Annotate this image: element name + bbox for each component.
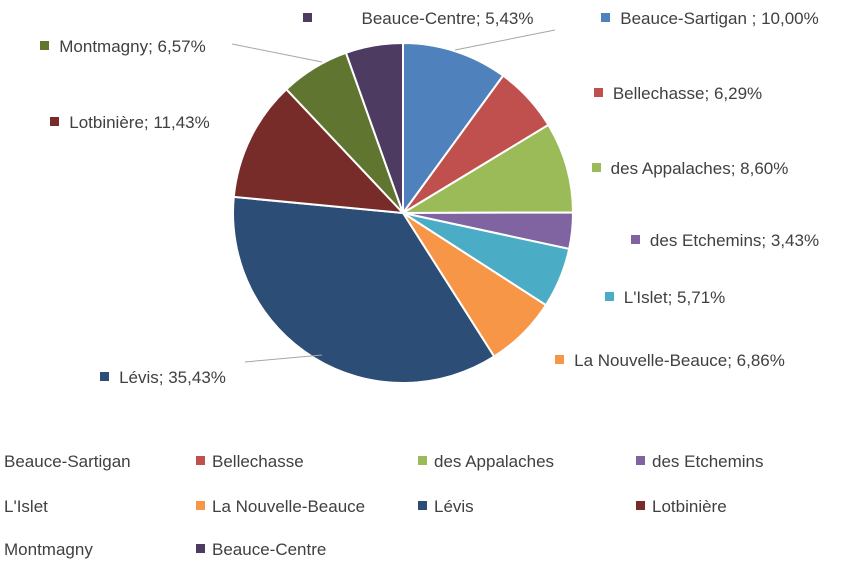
data-label: Beauce-Centre; 5,43% — [258, 4, 578, 33]
legend-text: La Nouvelle-Beauce — [212, 497, 366, 516]
legend-item: Beauce-Sartigan — [0, 452, 131, 472]
data-label-text: des Etchemins; 3,43% — [649, 231, 820, 250]
data-label-text: Beauce-Centre; 5,43% — [361, 9, 534, 28]
pie-slice — [402, 41, 505, 217]
data-label-text: La Nouvelle-Beauce; 6,86% — [574, 351, 785, 370]
label-marker — [555, 355, 565, 364]
legend-item: Lévis — [418, 497, 474, 517]
data-label-text: Lévis; 35,43% — [119, 368, 226, 387]
legend-text: Bellechasse — [212, 452, 304, 471]
data-label: Lotbinière; 11,43% — [20, 108, 240, 137]
legend-item: La Nouvelle-Beauce — [196, 497, 365, 517]
legend-item: des Etchemins — [636, 452, 764, 472]
data-label-text: L'Islet; 5,71% — [623, 288, 726, 307]
data-label: des Etchemins; 3,43% — [600, 226, 844, 255]
pie-slice — [344, 41, 404, 214]
data-label: Beauce-Sartigan ; 10,00% — [600, 4, 820, 33]
label-marker — [601, 13, 611, 22]
legend-item: Montmagny — [0, 540, 93, 560]
legend-text: Montmagny — [4, 540, 93, 559]
legend-marker — [418, 501, 427, 510]
label-marker — [604, 292, 614, 301]
legend-item: Beauce-Centre — [196, 540, 326, 560]
data-label-text: Bellechasse; 6,29% — [612, 84, 763, 103]
legend-text: L'Islet — [4, 497, 48, 516]
pie-slice — [232, 87, 406, 215]
legend-marker — [636, 501, 645, 510]
legend-marker — [196, 456, 205, 465]
data-label: L'Islet; 5,71% — [580, 283, 750, 312]
legend-item: L'Islet — [0, 497, 48, 517]
data-label: Montmagny; 6,57% — [8, 32, 238, 61]
legend-text: des Etchemins — [652, 452, 764, 471]
label-marker — [593, 88, 603, 97]
data-label-text: des Appalaches; 8,60% — [610, 159, 789, 178]
legend-text: des Appalaches — [434, 452, 555, 471]
data-label: Bellechasse; 6,29% — [578, 79, 778, 108]
legend-item: Lotbinière — [636, 497, 727, 517]
label-marker — [591, 163, 601, 172]
leader-line — [231, 43, 323, 63]
legend-marker — [418, 456, 427, 465]
legend-text: Lévis — [434, 497, 474, 516]
legend-marker — [196, 544, 205, 553]
leader-line — [454, 29, 556, 51]
legend-text: Beauce-Sartigan — [4, 452, 131, 471]
legend-text: Beauce-Centre — [212, 540, 327, 559]
label-marker — [50, 117, 60, 126]
legend-item: des Appalaches — [418, 452, 554, 472]
data-label: La Nouvelle-Beauce; 6,86% — [550, 346, 790, 375]
legend-item: Bellechasse — [196, 452, 304, 472]
legend-marker — [196, 501, 205, 510]
label-marker — [100, 372, 110, 381]
pie-slice — [399, 123, 575, 215]
data-label: Lévis; 35,43% — [78, 363, 248, 392]
legend-marker — [636, 456, 645, 465]
label-marker — [40, 41, 50, 50]
data-label-text: Beauce-Sartigan ; 10,00% — [620, 9, 819, 28]
data-label-text: Lotbinière; 11,43% — [69, 113, 210, 132]
legend-text: Lotbinière — [652, 497, 727, 516]
pie-slice — [232, 195, 496, 384]
data-label: des Appalaches; 8,60% — [575, 154, 805, 183]
data-label-text: Montmagny; 6,57% — [59, 37, 206, 56]
label-marker — [302, 13, 312, 22]
label-marker — [630, 235, 640, 244]
leader-line — [244, 354, 323, 363]
